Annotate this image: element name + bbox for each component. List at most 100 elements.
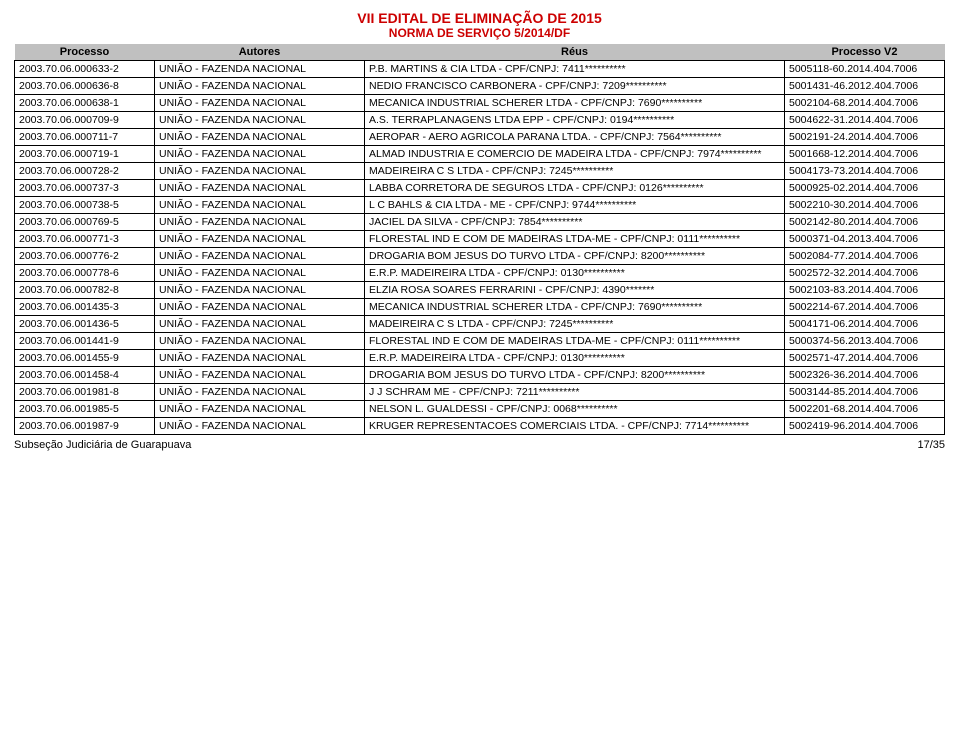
page-title: VII EDITAL DE ELIMINAÇÃO DE 2015 xyxy=(14,10,945,26)
table-row: 2003.70.06.001458-4UNIÃO - FAZENDA NACIO… xyxy=(15,367,945,384)
table-cell: UNIÃO - FAZENDA NACIONAL xyxy=(155,197,365,214)
table-cell: 5005118-60.2014.404.7006 xyxy=(785,61,945,78)
col-v2: Processo V2 xyxy=(785,44,945,61)
data-table: Processo Autores Réus Processo V2 2003.7… xyxy=(14,44,945,435)
table-row: 2003.70.06.001441-9UNIÃO - FAZENDA NACIO… xyxy=(15,333,945,350)
table-header-row: Processo Autores Réus Processo V2 xyxy=(15,44,945,61)
table-row: 2003.70.06.000769-5UNIÃO - FAZENDA NACIO… xyxy=(15,214,945,231)
table-cell: 5001431-46.2012.404.7006 xyxy=(785,78,945,95)
table-row: 2003.70.06.001436-5UNIÃO - FAZENDA NACIO… xyxy=(15,316,945,333)
table-cell: UNIÃO - FAZENDA NACIONAL xyxy=(155,265,365,282)
table-cell: 5004173-73.2014.404.7006 xyxy=(785,163,945,180)
table-cell: 2003.70.06.000782-8 xyxy=(15,282,155,299)
table-cell: UNIÃO - FAZENDA NACIONAL xyxy=(155,61,365,78)
table-cell: L C BAHLS & CIA LTDA - ME - CPF/CNPJ: 97… xyxy=(365,197,785,214)
table-cell: 2003.70.06.000633-2 xyxy=(15,61,155,78)
table-cell: 2003.70.06.000769-5 xyxy=(15,214,155,231)
col-reus: Réus xyxy=(365,44,785,61)
table-cell: A.S. TERRAPLANAGENS LTDA EPP - CPF/CNPJ:… xyxy=(365,112,785,129)
table-cell: 5002104-68.2014.404.7006 xyxy=(785,95,945,112)
table-cell: 2003.70.06.000719-1 xyxy=(15,146,155,163)
table-cell: E.R.P. MADEIREIRA LTDA - CPF/CNPJ: 0130*… xyxy=(365,350,785,367)
page-subtitle: NORMA DE SERVIÇO 5/2014/DF xyxy=(14,26,945,40)
footer-right: 17/35 xyxy=(917,439,945,451)
table-row: 2003.70.06.000778-6UNIÃO - FAZENDA NACIO… xyxy=(15,265,945,282)
table-cell: UNIÃO - FAZENDA NACIONAL xyxy=(155,180,365,197)
table-cell: 5000371-04.2013.404.7006 xyxy=(785,231,945,248)
col-processo: Processo xyxy=(15,44,155,61)
table-cell: MECANICA INDUSTRIAL SCHERER LTDA - CPF/C… xyxy=(365,95,785,112)
table-cell: 2003.70.06.000737-3 xyxy=(15,180,155,197)
col-autores: Autores xyxy=(155,44,365,61)
table-cell: NELSON L. GUALDESSI - CPF/CNPJ: 0068****… xyxy=(365,401,785,418)
table-row: 2003.70.06.000776-2UNIÃO - FAZENDA NACIO… xyxy=(15,248,945,265)
table-row: 2003.70.06.001981-8UNIÃO - FAZENDA NACIO… xyxy=(15,384,945,401)
table-row: 2003.70.06.000638-1UNIÃO - FAZENDA NACIO… xyxy=(15,95,945,112)
table-row: 2003.70.06.000636-8UNIÃO - FAZENDA NACIO… xyxy=(15,78,945,95)
table-cell: 2003.70.06.001441-9 xyxy=(15,333,155,350)
table-cell: 5001668-12.2014.404.7006 xyxy=(785,146,945,163)
table-cell: 2003.70.06.000738-5 xyxy=(15,197,155,214)
table-row: 2003.70.06.000719-1UNIÃO - FAZENDA NACIO… xyxy=(15,146,945,163)
table-cell: UNIÃO - FAZENDA NACIONAL xyxy=(155,333,365,350)
table-row: 2003.70.06.001435-3UNIÃO - FAZENDA NACIO… xyxy=(15,299,945,316)
table-cell: 2003.70.06.000771-3 xyxy=(15,231,155,248)
table-cell: UNIÃO - FAZENDA NACIONAL xyxy=(155,248,365,265)
table-cell: FLORESTAL IND E COM DE MADEIRAS LTDA-ME … xyxy=(365,231,785,248)
table-row: 2003.70.06.000633-2UNIÃO - FAZENDA NACIO… xyxy=(15,61,945,78)
table-cell: UNIÃO - FAZENDA NACIONAL xyxy=(155,282,365,299)
table-cell: 5002142-80.2014.404.7006 xyxy=(785,214,945,231)
table-cell: UNIÃO - FAZENDA NACIONAL xyxy=(155,384,365,401)
table-cell: AEROPAR - AERO AGRICOLA PARANA LTDA. - C… xyxy=(365,129,785,146)
table-row: 2003.70.06.000709-9UNIÃO - FAZENDA NACIO… xyxy=(15,112,945,129)
table-cell: 5002210-30.2014.404.7006 xyxy=(785,197,945,214)
table-cell: 2003.70.06.001436-5 xyxy=(15,316,155,333)
table-cell: 5002214-67.2014.404.7006 xyxy=(785,299,945,316)
table-cell: 5002084-77.2014.404.7006 xyxy=(785,248,945,265)
table-cell: 2003.70.06.001455-9 xyxy=(15,350,155,367)
table-cell: 5002419-96.2014.404.7006 xyxy=(785,418,945,435)
table-cell: 2003.70.06.001458-4 xyxy=(15,367,155,384)
table-cell: 5000925-02.2014.404.7006 xyxy=(785,180,945,197)
table-cell: 5002571-47.2014.404.7006 xyxy=(785,350,945,367)
table-cell: UNIÃO - FAZENDA NACIONAL xyxy=(155,350,365,367)
table-row: 2003.70.06.000737-3UNIÃO - FAZENDA NACIO… xyxy=(15,180,945,197)
table-cell: UNIÃO - FAZENDA NACIONAL xyxy=(155,214,365,231)
table-cell: DROGARIA BOM JESUS DO TURVO LTDA - CPF/C… xyxy=(365,248,785,265)
table-cell: 2003.70.06.001985-5 xyxy=(15,401,155,418)
table-cell: JACIEL DA SILVA - CPF/CNPJ: 7854********… xyxy=(365,214,785,231)
table-row: 2003.70.06.000711-7UNIÃO - FAZENDA NACIO… xyxy=(15,129,945,146)
table-cell: UNIÃO - FAZENDA NACIONAL xyxy=(155,316,365,333)
table-cell: 5000374-56.2013.404.7006 xyxy=(785,333,945,350)
table-cell: DROGARIA BOM JESUS DO TURVO LTDA - CPF/C… xyxy=(365,367,785,384)
table-cell: 2003.70.06.000711-7 xyxy=(15,129,155,146)
table-cell: MECANICA INDUSTRIAL SCHERER LTDA - CPF/C… xyxy=(365,299,785,316)
table-cell: 2003.70.06.000728-2 xyxy=(15,163,155,180)
table-cell: UNIÃO - FAZENDA NACIONAL xyxy=(155,112,365,129)
table-cell: E.R.P. MADEIREIRA LTDA - CPF/CNPJ: 0130*… xyxy=(365,265,785,282)
table-cell: P.B. MARTINS & CIA LTDA - CPF/CNPJ: 7411… xyxy=(365,61,785,78)
table-cell: MADEIREIRA C S LTDA - CPF/CNPJ: 7245****… xyxy=(365,316,785,333)
table-cell: FLORESTAL IND E COM DE MADEIRAS LTDA-ME … xyxy=(365,333,785,350)
table-row: 2003.70.06.000738-5UNIÃO - FAZENDA NACIO… xyxy=(15,197,945,214)
table-cell: 2003.70.06.001981-8 xyxy=(15,384,155,401)
table-row: 2003.70.06.000782-8UNIÃO - FAZENDA NACIO… xyxy=(15,282,945,299)
table-row: 2003.70.06.000771-3UNIÃO - FAZENDA NACIO… xyxy=(15,231,945,248)
table-cell: UNIÃO - FAZENDA NACIONAL xyxy=(155,129,365,146)
table-cell: 5003144-85.2014.404.7006 xyxy=(785,384,945,401)
table-row: 2003.70.06.001455-9UNIÃO - FAZENDA NACIO… xyxy=(15,350,945,367)
table-cell: 5002201-68.2014.404.7006 xyxy=(785,401,945,418)
table-cell: 2003.70.06.000638-1 xyxy=(15,95,155,112)
table-row: 2003.70.06.001985-5UNIÃO - FAZENDA NACIO… xyxy=(15,401,945,418)
table-cell: UNIÃO - FAZENDA NACIONAL xyxy=(155,163,365,180)
table-cell: 5004171-06.2014.404.7006 xyxy=(785,316,945,333)
table-cell: 2003.70.06.001435-3 xyxy=(15,299,155,316)
table-cell: 2003.70.06.001987-9 xyxy=(15,418,155,435)
table-cell: J J SCHRAM ME - CPF/CNPJ: 7211********** xyxy=(365,384,785,401)
table-cell: 5002191-24.2014.404.7006 xyxy=(785,129,945,146)
table-row: 2003.70.06.001987-9UNIÃO - FAZENDA NACIO… xyxy=(15,418,945,435)
table-cell: UNIÃO - FAZENDA NACIONAL xyxy=(155,95,365,112)
table-cell: 5002572-32.2014.404.7006 xyxy=(785,265,945,282)
table-cell: 5002103-83.2014.404.7006 xyxy=(785,282,945,299)
table-cell: UNIÃO - FAZENDA NACIONAL xyxy=(155,367,365,384)
